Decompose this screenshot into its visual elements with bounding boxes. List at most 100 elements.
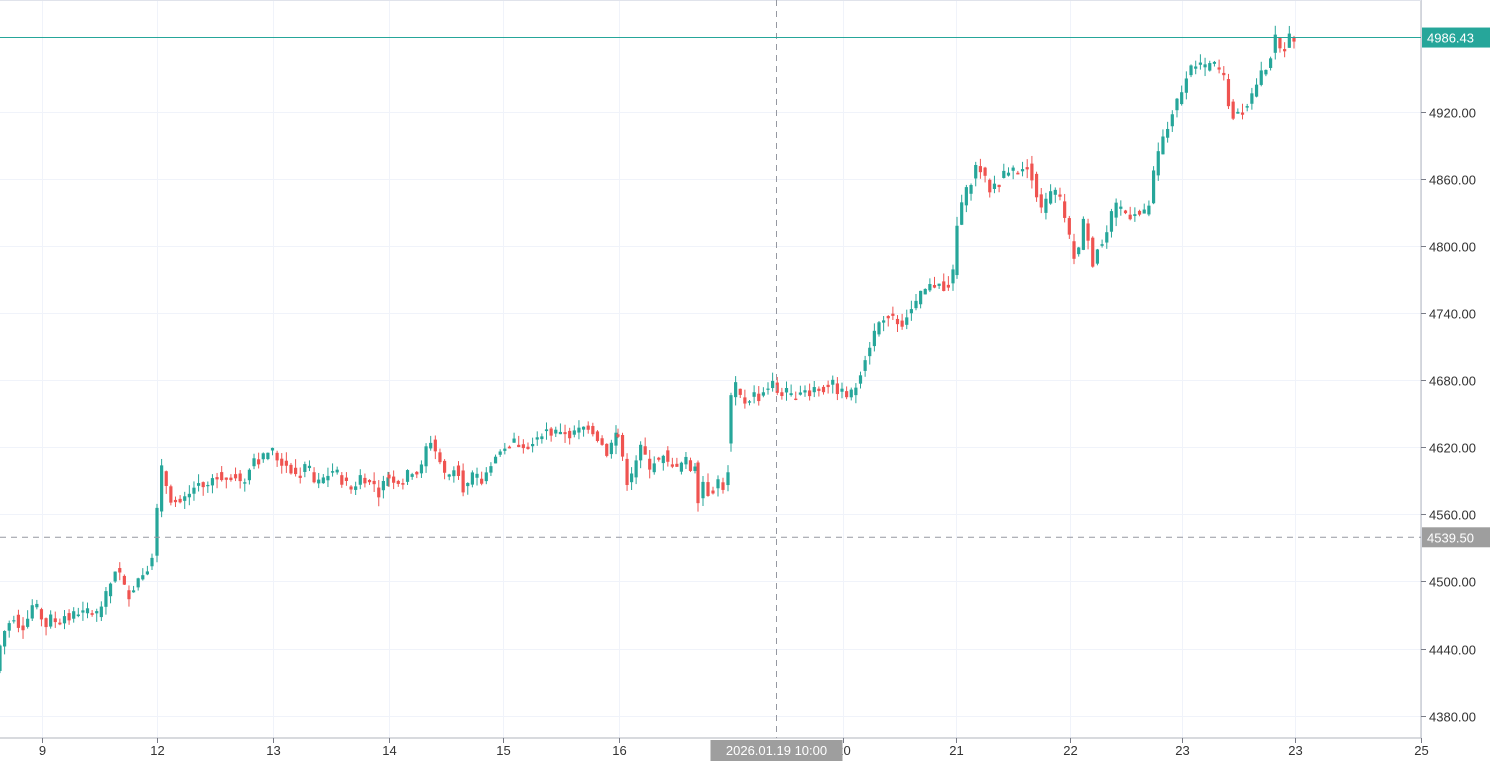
candle-up <box>609 442 613 455</box>
candle-up <box>734 382 738 398</box>
candle-up <box>1161 136 1165 155</box>
candle-up <box>81 610 85 613</box>
candle-up <box>1203 64 1207 68</box>
candle-down <box>942 281 946 291</box>
candle-down <box>58 622 62 625</box>
candle-up <box>196 483 201 486</box>
candle-up <box>1006 172 1011 176</box>
candle-down <box>1086 223 1090 241</box>
candle-up <box>974 164 978 179</box>
candle-up <box>303 464 307 472</box>
candle-up <box>452 470 456 477</box>
candle-down <box>289 464 293 474</box>
candle-down <box>507 446 512 449</box>
candle-up <box>531 443 535 447</box>
candle-down <box>127 590 131 600</box>
price-axis-labels: 4380.00 4440.00 4500.00 4560.00 4620.00 4680.… <box>1421 106 1476 725</box>
candle-down <box>298 475 302 478</box>
candle-down <box>886 316 890 319</box>
candle-down <box>275 452 279 461</box>
crosshair-time-badge: 2026.01.19 10:00 <box>710 740 843 761</box>
candle-up <box>381 480 385 491</box>
candle-up <box>266 452 270 460</box>
candle-down <box>657 457 661 460</box>
candle-up <box>747 401 752 403</box>
candle-up <box>614 432 618 446</box>
candle-up <box>1081 218 1085 250</box>
candle-up <box>1100 244 1104 246</box>
candle-down <box>895 318 900 325</box>
candle-down <box>688 460 693 471</box>
candle-up <box>784 388 789 393</box>
candle-down <box>1217 67 1221 70</box>
candle-up <box>261 453 265 460</box>
candle-up <box>317 479 321 484</box>
candle-up <box>419 464 424 474</box>
candle-up <box>1011 167 1015 171</box>
candle-up <box>1105 232 1109 243</box>
candle-up <box>1142 209 1146 214</box>
candle-up <box>849 389 853 398</box>
candle-down <box>900 320 904 327</box>
time-tick-label: 14 <box>382 743 396 758</box>
candle-up <box>410 474 414 477</box>
candle-up <box>85 608 90 614</box>
candle-up <box>969 185 973 194</box>
candle-up <box>840 388 844 392</box>
candle-up <box>1020 169 1025 172</box>
candle-down <box>220 472 224 481</box>
candle-down <box>932 284 937 288</box>
candle-down <box>461 470 465 493</box>
candle-down <box>605 443 609 456</box>
candle-down <box>845 391 849 398</box>
candle-up <box>1236 111 1240 114</box>
candle-up <box>503 448 507 451</box>
candle-down <box>1123 210 1128 214</box>
candle-up <box>905 317 909 325</box>
candle-up <box>766 388 770 390</box>
candle-down <box>826 384 830 388</box>
candle-up <box>131 590 136 593</box>
candle-up <box>854 387 858 396</box>
crosshair-time-label: 2026.01.19 10:00 <box>726 743 827 758</box>
candle-up <box>512 438 516 443</box>
price-tick-label: 4920.00 <box>1429 106 1476 121</box>
candle-up <box>872 330 876 347</box>
candle-down <box>1283 49 1287 52</box>
candle-up <box>0 645 2 671</box>
candle-down <box>1058 194 1062 197</box>
candle-down <box>122 575 126 585</box>
candle-up <box>577 427 581 433</box>
candle-up <box>62 616 67 624</box>
candle-up <box>358 475 362 485</box>
candle-up <box>354 486 358 490</box>
candle-up <box>1151 170 1156 204</box>
candle-down <box>696 462 700 504</box>
candle-down <box>1240 112 1245 115</box>
time-tick-label: 22 <box>1063 743 1077 758</box>
last-price-badge: 4986.43 <box>1422 27 1490 48</box>
candle-up <box>858 375 863 384</box>
candle-down <box>1231 101 1235 119</box>
candle-up <box>243 482 247 484</box>
candle-up <box>629 473 634 483</box>
candle-down <box>229 477 233 481</box>
crosshair-price-badge: 4539.50 <box>1422 527 1490 548</box>
candle-down <box>224 477 228 480</box>
candle-up <box>919 290 923 305</box>
candle-down <box>711 490 715 494</box>
candle-up <box>1245 106 1249 108</box>
candle-down <box>294 467 298 475</box>
candle-up <box>729 395 733 444</box>
candle-up <box>326 475 330 481</box>
candle-up <box>466 482 470 487</box>
candle-down <box>178 498 182 503</box>
candle-up <box>12 620 16 622</box>
price-tick-label: 4380.00 <box>1429 710 1476 725</box>
candle-up <box>113 571 117 582</box>
candle-down <box>620 435 625 457</box>
candle-down <box>1222 72 1226 76</box>
candle-down <box>363 477 367 484</box>
candle-up <box>798 392 802 395</box>
